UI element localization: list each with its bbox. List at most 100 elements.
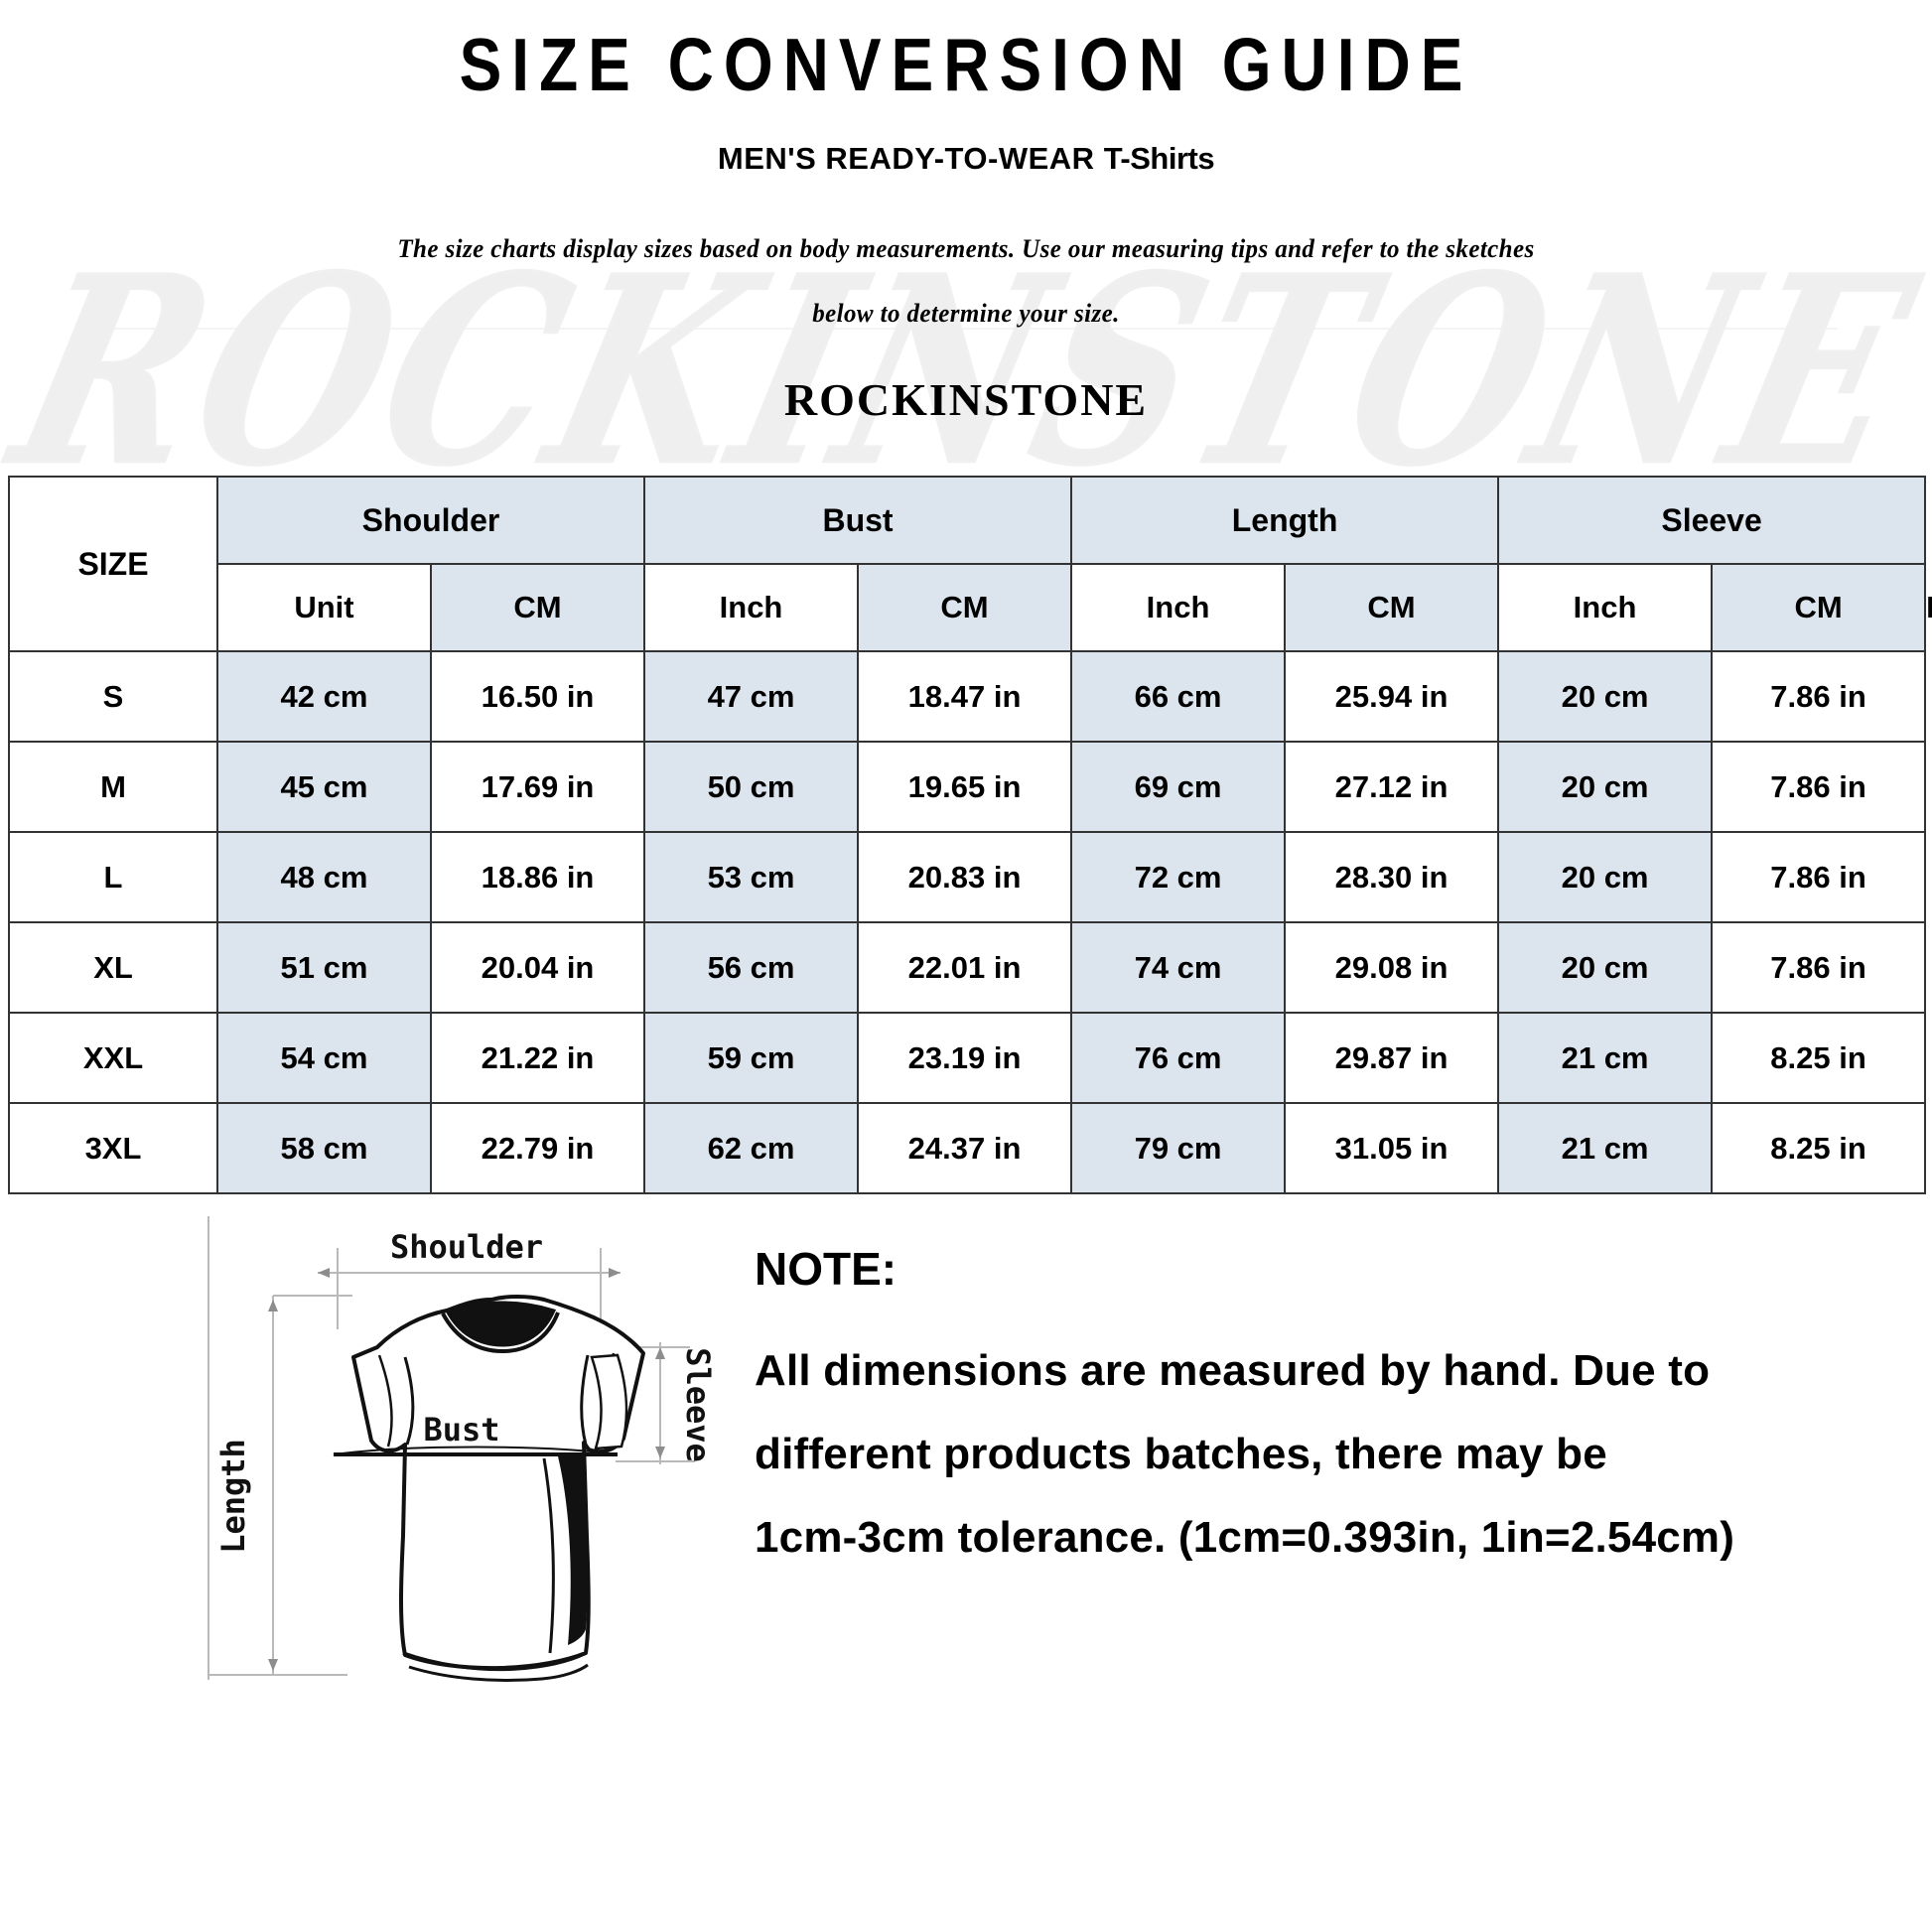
page-title: SIZE CONVERSION GUIDE	[459, 22, 1473, 107]
note-line-3: 1cm-3cm tolerance. (1cm=0.393in, 1in=2.5…	[755, 1513, 1735, 1562]
cell-size-label: XL	[8, 921, 218, 1014]
intro-line-2: below to determine your size.	[812, 299, 1120, 329]
header-cell-unit: Unit	[216, 563, 432, 652]
table-group-header-row: SIZE Shoulder Bust Length Sleeve	[8, 476, 1927, 652]
cell-measurement: 69 cm	[1070, 741, 1287, 833]
header-cell-unit-cm: CM	[1711, 563, 1927, 652]
diagram-arrow-heads	[268, 1268, 665, 1671]
note-line-2: different products batches, there may be	[755, 1430, 1607, 1478]
header-cell-unit-cm: CM	[429, 563, 646, 652]
cell-size-label: L	[8, 831, 218, 923]
header-cell-unit-inch: Inch	[1497, 563, 1714, 652]
header-cell-group: Shoulder	[215, 476, 646, 565]
subtitle-secondary: T-Shirts	[1103, 141, 1215, 176]
cell-measurement: 20 cm	[1497, 741, 1714, 833]
header-cell-size: SIZE	[8, 476, 218, 652]
cell-measurement: 28.30 in	[1284, 831, 1500, 923]
page-header: SIZE CONVERSION GUIDE MEN'S READY-TO-WEA…	[0, 0, 1932, 426]
cell-measurement: 74 cm	[1070, 921, 1287, 1014]
header-cell-unit-cm: CM	[1284, 563, 1500, 652]
tshirt-outline	[351, 1295, 645, 1682]
bust-measure-line	[333, 1446, 619, 1456]
cell-measurement: 53 cm	[643, 831, 860, 923]
cell-measurement: 18.86 in	[429, 831, 646, 923]
header-cell-unit-cm: CM	[857, 563, 1073, 652]
header-cell-group: Length	[1070, 476, 1500, 565]
cell-measurement: 50 cm	[643, 741, 860, 833]
cell-measurement: 58 cm	[216, 1102, 432, 1194]
cell-measurement: 7.86 in	[1711, 831, 1927, 923]
cell-measurement: 47 cm	[643, 650, 860, 743]
cell-measurement: 72 cm	[1070, 831, 1287, 923]
cell-measurement: 20 cm	[1497, 650, 1714, 743]
table-row: M 45 cm 17.69 in 50 cm 19.65 in 69 cm 27.12 in…	[8, 741, 1927, 833]
diagram-label-shoulder: Shoulder	[390, 1228, 543, 1266]
intro-paragraph: The size charts display sizes based on b…	[306, 217, 1626, 346]
cell-measurement: 51 cm	[216, 921, 432, 1014]
size-conversion-table: SIZE Shoulder Bust Length Sleeve Unit CM Inch CM…	[8, 476, 1932, 1194]
cell-measurement: 24.37 in	[857, 1102, 1073, 1194]
cell-measurement: 20 cm	[1497, 831, 1714, 923]
diagram-label-sleeve: Sleeve	[679, 1347, 717, 1462]
cell-measurement: 45 cm	[216, 741, 432, 833]
cell-measurement: 25.94 in	[1284, 650, 1500, 743]
cell-measurement: 29.87 in	[1284, 1012, 1500, 1104]
header-cell-unit-inch: Inch	[643, 563, 860, 652]
cell-measurement: 62 cm	[643, 1102, 860, 1194]
cell-measurement: 8.25 in	[1711, 1012, 1927, 1104]
cell-measurement: 54 cm	[216, 1012, 432, 1104]
table-row: XL 51 cm 20.04 in 56 cm 22.01 in 74 cm 29.08 i…	[8, 921, 1927, 1014]
cell-measurement: 66 cm	[1070, 650, 1287, 743]
cell-size-label: S	[8, 650, 218, 743]
note-title: NOTE:	[755, 1243, 897, 1295]
cell-measurement: 56 cm	[643, 921, 860, 1014]
cell-measurement: 20 cm	[1497, 921, 1714, 1014]
cell-measurement: 18.47 in	[857, 650, 1073, 743]
cell-measurement: 22.79 in	[429, 1102, 646, 1194]
diagram-guide-lines	[207, 1216, 695, 1680]
cell-measurement: 16.50 in	[429, 650, 646, 743]
cell-measurement: 29.08 in	[1284, 921, 1500, 1014]
cell-measurement: 27.12 in	[1284, 741, 1500, 833]
tshirt-measurement-diagram: Shoulder Bust Length Sleeve	[207, 1216, 717, 1682]
brand-name: ROCKINSTONE	[783, 374, 1149, 425]
cell-measurement: 48 cm	[216, 831, 432, 923]
bottom-section: Shoulder Bust Length Sleeve NOTE: All di…	[0, 1208, 1932, 1715]
cell-measurement: 59 cm	[643, 1012, 860, 1104]
cell-measurement: 21 cm	[1497, 1012, 1714, 1104]
cell-measurement: 20.83 in	[857, 831, 1073, 923]
header-cell-group: Bust	[643, 476, 1073, 565]
cell-measurement: 76 cm	[1070, 1012, 1287, 1104]
header-cell-unit-inch: Inch	[1070, 563, 1287, 652]
table-row: L 48 cm 18.86 in 53 cm 20.83 in 72 cm 28.30 in…	[8, 831, 1927, 923]
cell-measurement: 79 cm	[1070, 1102, 1287, 1194]
cell-measurement: 7.86 in	[1711, 741, 1927, 833]
cell-size-label: XXL	[8, 1012, 218, 1104]
cell-size-label: M	[8, 741, 218, 833]
note-block: NOTE: All dimensions are measured by han…	[755, 1242, 1932, 1580]
table-row: 3XL 58 cm 22.79 in 62 cm 24.37 in 79 cm 31.05 …	[8, 1102, 1927, 1194]
cell-measurement: 42 cm	[216, 650, 432, 743]
cell-measurement: 21.22 in	[429, 1012, 646, 1104]
cell-measurement: 8.25 in	[1711, 1102, 1927, 1194]
cell-measurement: 7.86 in	[1711, 921, 1927, 1014]
subtitle: MEN'S READY-TO-WEAR T-Shirts	[0, 141, 1932, 177]
cell-measurement: 21 cm	[1497, 1102, 1714, 1194]
table-unit-header-row: UnitCMInchCMInchCMInchCMInch	[9, 563, 1932, 652]
cell-measurement: 7.86 in	[1711, 650, 1927, 743]
cell-measurement: 23.19 in	[857, 1012, 1073, 1104]
cell-measurement: 31.05 in	[1284, 1102, 1500, 1194]
cell-size-label: 3XL	[8, 1102, 218, 1194]
diagram-label-length: Length	[214, 1439, 252, 1554]
cell-measurement: 17.69 in	[429, 741, 646, 833]
diagram-label-bust: Bust	[423, 1411, 499, 1449]
intro-line-1: The size charts display sizes based on b…	[397, 234, 1535, 264]
cell-measurement: 22.01 in	[857, 921, 1073, 1014]
table-row: S 42 cm 16.50 in 47 cm 18.47 in 66 cm 25.94 in…	[8, 650, 1927, 743]
table-row: XXL 54 cm 21.22 in 59 cm 23.19 in 76 cm 29.87 …	[8, 1012, 1927, 1104]
header-cell-group: Sleeve	[1497, 476, 1927, 565]
subtitle-primary: MEN'S READY-TO-WEAR	[717, 141, 1095, 176]
cell-measurement: 19.65 in	[857, 741, 1073, 833]
cell-measurement: 20.04 in	[429, 921, 646, 1014]
note-line-1: All dimensions are measured by hand. Due…	[755, 1346, 1711, 1395]
